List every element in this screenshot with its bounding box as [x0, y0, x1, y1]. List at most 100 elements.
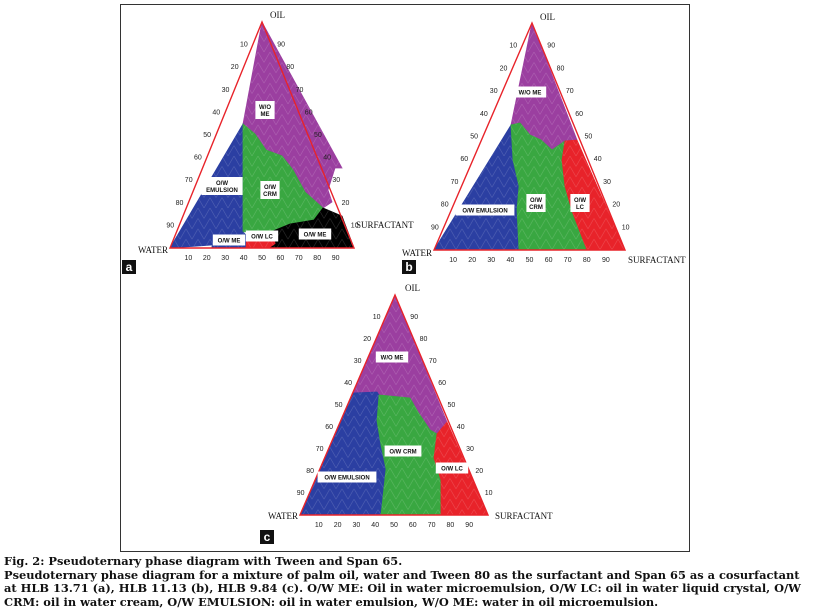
right-axis-tick: 30 — [603, 179, 611, 186]
bottom-axis-tick: 50 — [258, 255, 266, 262]
triangle-outline — [168, 20, 356, 249]
bottom-axis-tick: 70 — [428, 522, 436, 529]
left-axis-tick: 80 — [441, 202, 449, 209]
right-axis-tick: 70 — [566, 88, 574, 95]
region-label: LC — [576, 205, 585, 211]
panel-badge — [402, 260, 416, 274]
bottom-axis-tick: 60 — [409, 522, 417, 529]
region-label: CRM — [529, 205, 543, 211]
left-axis-tick: 20 — [363, 336, 371, 343]
caption-body: Pseudoternary phase diagram for a mixtur… — [4, 567, 801, 609]
ternary-panel-b: W/O MEO/W EMULSIONO/WCRMO/WLC10203040506… — [402, 12, 686, 274]
vertex-label-surfactant: SURFACTANT — [495, 511, 553, 521]
right-axis-tick: 90 — [410, 314, 418, 321]
right-axis-tick: 40 — [323, 155, 331, 162]
figure-caption: Fig. 2: Pseudoternary phase diagram with… — [4, 554, 810, 609]
left-axis-tick: 90 — [166, 222, 174, 229]
left-axis-tick: 40 — [480, 111, 488, 118]
right-axis-tick: 30 — [332, 177, 340, 184]
region-label-box — [201, 177, 243, 195]
region-label: O/W EMULSION — [462, 209, 507, 215]
region-label-box — [513, 86, 547, 98]
right-axis-tick: 20 — [342, 200, 350, 207]
bottom-axis-tick: 20 — [334, 522, 342, 529]
region-label: O/W ME — [218, 239, 241, 245]
panel-badge — [260, 530, 274, 544]
bottom-axis-tick: 70 — [295, 255, 303, 262]
left-axis-tick: 50 — [335, 402, 343, 409]
region-label: O/W LC — [441, 467, 463, 473]
right-axis-tick: 60 — [575, 111, 583, 118]
vertex-label-oil: OIL — [270, 10, 285, 20]
panel-letter: b — [405, 260, 412, 274]
region-label: ME — [261, 112, 270, 118]
region-label-box — [570, 194, 590, 212]
left-axis-tick: 70 — [451, 179, 459, 186]
left-axis-tick: 60 — [460, 156, 468, 163]
region-label: O/W LC — [251, 235, 273, 241]
bottom-axis-tick: 30 — [221, 255, 229, 262]
panel-letter: a — [126, 260, 133, 274]
region-label: O/W — [264, 185, 276, 191]
triangle-outline — [432, 21, 627, 251]
bottom-axis-tick: 90 — [332, 255, 340, 262]
left-axis-tick: 90 — [431, 224, 439, 231]
caption-title: Fig. 2: Pseudoternary phase diagram with… — [4, 554, 403, 568]
region-label: O/W ME — [304, 233, 327, 239]
region-label: O/W EMULSION — [324, 476, 369, 482]
left-axis-tick: 10 — [240, 42, 248, 49]
left-axis-tick: 80 — [176, 200, 184, 207]
vertex-label-water: WATER — [268, 511, 298, 521]
bottom-axis-tick: 90 — [465, 522, 473, 529]
region-label-box — [212, 234, 246, 246]
bottom-axis-tick: 30 — [487, 257, 495, 264]
bottom-axis-tick: 70 — [564, 257, 572, 264]
right-axis-tick: 80 — [420, 336, 428, 343]
left-axis-tick: 30 — [222, 87, 230, 94]
region-label: W/O — [259, 105, 271, 111]
left-axis-tick: 70 — [185, 177, 193, 184]
right-axis-tick: 20 — [612, 202, 620, 209]
region-label-box — [255, 101, 275, 119]
ternary-panel-c: W/O ME O/W EMULSION O/W CRM O/W LC 10 20 30 40 5… — [260, 283, 553, 544]
region-label: O/W — [216, 181, 228, 187]
bottom-axis-tick: 20 — [468, 257, 476, 264]
bottom-axis-tick: 40 — [240, 255, 248, 262]
bottom-axis-tick: 10 — [315, 522, 323, 529]
region-label-box — [260, 181, 280, 199]
bottom-axis-tick: 80 — [313, 255, 321, 262]
region-label: W/O ME — [381, 356, 404, 362]
vertex-label-surfactant: SURFACTANT — [356, 220, 414, 230]
bottom-axis-tick: 50 — [526, 257, 534, 264]
right-axis-tick: 80 — [557, 65, 565, 72]
region-label-box — [245, 230, 279, 242]
bottom-axis-tick: 60 — [545, 257, 553, 264]
bottom-axis-tick: 10 — [449, 257, 457, 264]
bottom-axis-tick: 90 — [602, 257, 610, 264]
left-axis-tick: 80 — [306, 468, 314, 475]
region-label-box — [384, 445, 422, 457]
left-axis-tick: 60 — [194, 155, 202, 162]
right-axis-tick: 10 — [351, 222, 359, 229]
bottom-axis-tick: 40 — [507, 257, 515, 264]
bottom-axis-tick: 10 — [185, 255, 193, 262]
left-axis-tick: 50 — [470, 134, 478, 141]
right-axis-tick: 10 — [622, 224, 630, 231]
left-axis-tick: 40 — [344, 380, 352, 387]
left-axis-tick: 20 — [500, 65, 508, 72]
bottom-axis-tick: 60 — [277, 255, 285, 262]
bottom-axis-tick: 20 — [203, 255, 211, 262]
region-label: O/W — [574, 198, 586, 204]
right-axis-tick: 40 — [594, 156, 602, 163]
left-axis-tick: 90 — [297, 490, 305, 497]
right-axis-tick: 30 — [466, 446, 474, 453]
left-axis-tick: 30 — [490, 88, 498, 95]
vertex-label-water: WATER — [138, 245, 168, 255]
region-label-box — [435, 462, 469, 474]
right-axis-tick: 80 — [286, 64, 294, 71]
region-label: EMULSION — [206, 188, 238, 194]
region-label: W/O ME — [519, 91, 542, 97]
bottom-axis-tick: 40 — [371, 522, 379, 529]
